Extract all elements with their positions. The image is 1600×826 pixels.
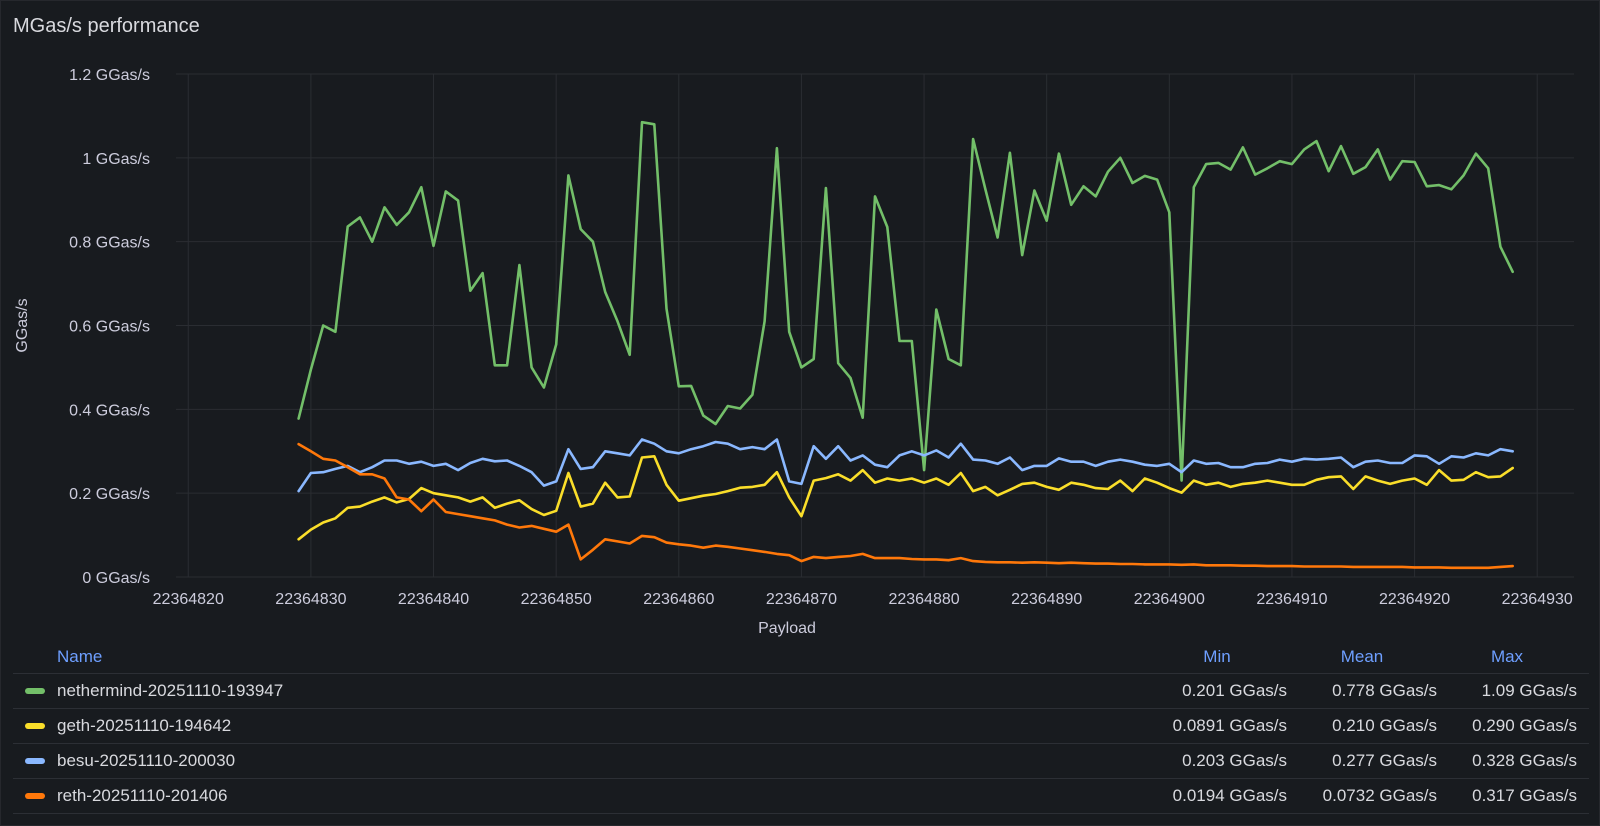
legend-series-name[interactable]: besu-20251110-200030: [57, 751, 236, 770]
legend-max-value: 0.290 GGas/s: [1472, 716, 1577, 735]
x-tick-label: 22364820: [153, 591, 224, 608]
series-line-besu[interactable]: [297, 438, 1514, 493]
legend-min-value: 0.201 GGas/s: [1182, 681, 1287, 700]
series-color-swatch: [25, 688, 45, 694]
legend-series-name[interactable]: nethermind-20251110-193947: [57, 681, 284, 700]
y-tick-label: 1.2 GGas/s: [69, 67, 150, 84]
legend-max-value: 0.317 GGas/s: [1472, 786, 1577, 805]
legend-min-value: 0.0194 GGas/s: [1172, 786, 1287, 805]
legend-max-value: 0.328 GGas/s: [1472, 751, 1577, 770]
legend-header-name[interactable]: Name: [57, 647, 103, 666]
legend-mean-value: 0.210 GGas/s: [1332, 716, 1437, 735]
legend-mean-value: 0.0732 GGas/s: [1322, 786, 1437, 805]
panel-title: MGas/s performance: [13, 15, 200, 37]
legend-row-geth[interactable]: geth-20251110-194642 0.0891 GGas/s 0.210…: [13, 709, 1589, 744]
x-tick-label: 22364850: [521, 591, 592, 608]
x-tick-label: 22364930: [1502, 591, 1573, 608]
y-tick-label: 0.6 GGas/s: [69, 319, 150, 336]
series-line-nethermind[interactable]: [297, 120, 1514, 482]
legend-max-value: 1.09 GGas/s: [1481, 681, 1577, 700]
x-tick-label: 22364870: [766, 591, 837, 608]
line-chart[interactable]: 0 GGas/s 0.2 GGas/s 0.4 GGas/s 0.6 GGas/s 0.…: [1, 1, 1600, 641]
x-tick-label: 22364920: [1379, 591, 1450, 608]
legend-row-nethermind[interactable]: nethermind-20251110-193947 0.201 GGas/s …: [13, 674, 1589, 709]
legend-series-name[interactable]: geth-20251110-194642: [57, 716, 232, 735]
legend-header-max[interactable]: Max: [1490, 647, 1524, 666]
legend-min-value: 0.0891 GGas/s: [1172, 716, 1287, 735]
series-color-swatch: [25, 723, 45, 729]
legend-header: Name Min Mean Max: [13, 641, 1589, 674]
x-tick-label: 22364890: [1011, 591, 1082, 608]
y-tick-label: 0.4 GGas/s: [69, 402, 150, 419]
x-tick-label: 22364880: [888, 591, 959, 608]
legend-min-value: 0.203 GGas/s: [1182, 751, 1287, 770]
x-axis-label: Payload: [758, 620, 816, 637]
legend-header-mean[interactable]: Mean: [1340, 647, 1384, 666]
legend-mean-value: 0.277 GGas/s: [1332, 751, 1437, 770]
legend-series-name[interactable]: reth-20251110-201406: [57, 786, 228, 805]
series-line-reth[interactable]: [297, 442, 1514, 570]
x-tick-label: 22364860: [643, 591, 714, 608]
legend-row-reth[interactable]: reth-20251110-201406 0.0194 GGas/s 0.073…: [13, 779, 1589, 814]
x-tick-label: 22364910: [1256, 591, 1327, 608]
x-tick-label: 22364840: [398, 591, 469, 608]
legend-row-besu[interactable]: besu-20251110-200030 0.203 GGas/s 0.277 …: [13, 744, 1589, 779]
legend-table: Name Min Mean Max nethermind-20251110-19…: [13, 641, 1589, 814]
y-tick-label: 1 GGas/s: [82, 151, 150, 168]
series-color-swatch: [25, 793, 45, 799]
legend-mean-value: 0.778 GGas/s: [1332, 681, 1437, 700]
y-axis-label: GGas/s: [14, 298, 31, 352]
x-tick-label: 22364900: [1134, 591, 1205, 608]
x-tick-label: 22364830: [275, 591, 346, 608]
y-tick-label: 0.8 GGas/s: [69, 235, 150, 252]
y-tick-label: 0.2 GGas/s: [69, 486, 150, 503]
series-line-geth[interactable]: [297, 454, 1514, 541]
series-color-swatch: [25, 758, 45, 764]
legend-header-min[interactable]: Min: [1203, 647, 1231, 666]
y-tick-label: 0 GGas/s: [82, 570, 150, 587]
